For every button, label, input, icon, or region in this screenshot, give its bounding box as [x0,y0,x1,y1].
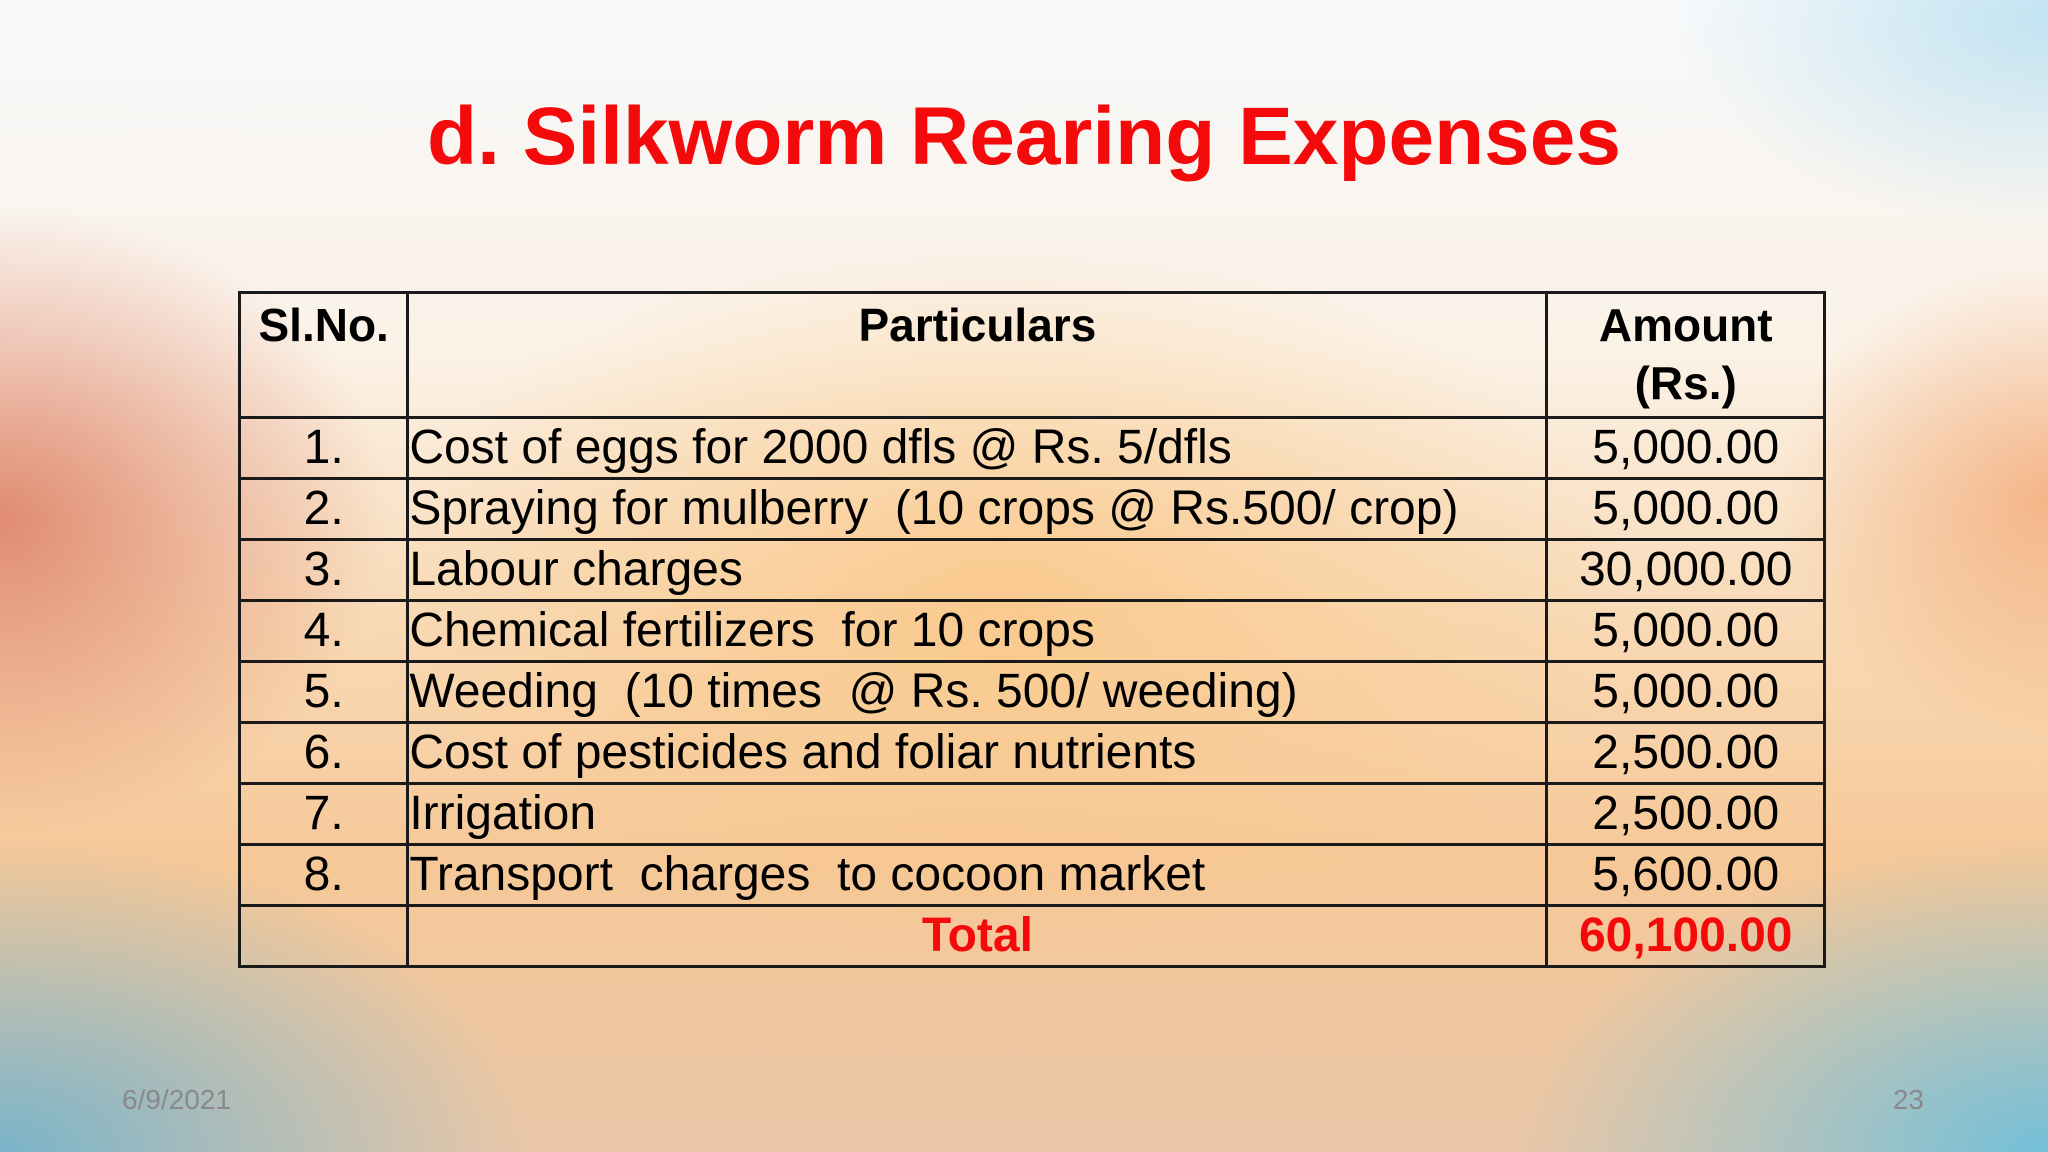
row-sl-no: 5. [237,660,410,724]
row-sl-no: 2. [237,477,410,541]
row-particular: Chemical fertilizers for 10 crops [406,599,1549,663]
table-row: 6. Cost of pesticides and foliar nutrien… [237,721,1826,785]
row-amount: 5,000.00 [1545,599,1826,663]
page-number: 23 [1892,1084,1924,1115]
table-row: 8. Transport charges to cocoon market 5,… [237,843,1826,907]
table-row: 4. Chemical fertilizers for 10 crops 5,0… [237,599,1826,663]
table-header-row: Sl.No. Particulars Amount (Rs.) [237,291,1826,419]
total-label: Total [406,904,1549,968]
header-particulars: Particulars [406,291,1549,419]
table-row: 5. Weeding (10 times @ Rs. 500/ weeding)… [237,660,1826,724]
row-particular: Transport charges to cocoon market [406,843,1549,907]
row-particular: Cost of pesticides and foliar nutrients [406,721,1549,785]
row-amount: 5,000.00 [1545,416,1826,480]
row-amount: 5,000.00 [1545,660,1826,724]
row-sl-no: 8. [237,843,410,907]
row-amount: 5,000.00 [1545,477,1826,541]
row-sl-no: 4. [237,599,410,663]
row-amount: 2,500.00 [1545,721,1826,785]
table-row: 7. Irrigation 2,500.00 [237,782,1826,846]
row-particular: Irrigation [406,782,1549,846]
row-sl-no: 7. [237,782,410,846]
row-particular: Cost of eggs for 2000 dfls @ Rs. 5/dfls [406,416,1549,480]
row-sl-no: 6. [237,721,410,785]
row-sl-no: 3. [237,538,410,602]
table-row: 2. Spraying for mulberry (10 crops @ Rs.… [237,477,1826,541]
row-amount: 5,600.00 [1545,843,1826,907]
row-particular: Spraying for mulberry (10 crops @ Rs.500… [406,477,1549,541]
expenses-table: Sl.No. Particulars Amount (Rs.) 1. Cost … [237,291,1826,968]
total-row: Total 60,100.00 [237,904,1826,968]
row-particular: Labour charges [406,538,1549,602]
slide-title: d. Silkworm Rearing Expenses [427,91,1621,182]
row-amount: 30,000.00 [1545,538,1826,602]
footer-date: 6/9/2021 [122,1084,231,1115]
row-sl-no: 1. [237,416,410,480]
table-row: 3. Labour charges 30,000.00 [237,538,1826,602]
row-amount: 2,500.00 [1545,782,1826,846]
row-particular: Weeding (10 times @ Rs. 500/ weeding) [406,660,1549,724]
table-row: 1. Cost of eggs for 2000 dfls @ Rs. 5/df… [237,416,1826,480]
header-amount: Amount (Rs.) [1545,291,1826,419]
total-empty-cell [237,904,410,968]
total-amount: 60,100.00 [1545,904,1826,968]
header-sl-no: Sl.No. [237,291,410,419]
